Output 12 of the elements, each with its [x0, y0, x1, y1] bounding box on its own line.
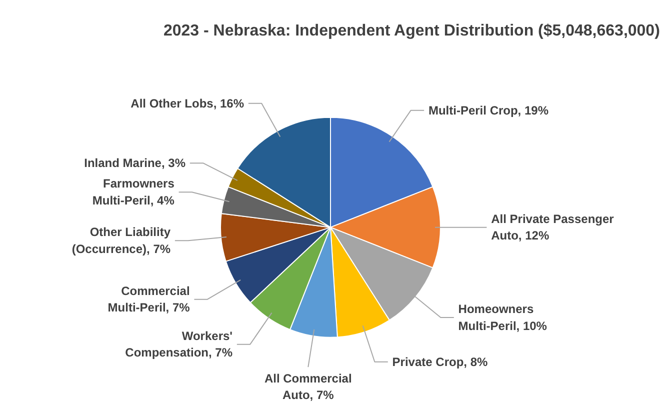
slice-label: Workers' Compensation, 7%: [125, 328, 233, 360]
slice-label: Inland Marine, 3%: [84, 156, 186, 170]
slice-label: Multi-Peril Crop, 19%: [428, 103, 549, 118]
slice-label: Other Liability (Occurrence), 7%: [72, 225, 171, 256]
chart-title: 2023 - Nebraska: Independent Agent Distribution ($5,048,663,000): [163, 22, 660, 40]
slice-label: All Other Lobs, 16%: [130, 96, 244, 110]
slice-label: Private Crop, 8%: [392, 354, 488, 369]
slice-label: All Commercial Auto, 7%: [264, 371, 352, 402]
slice-label: Farmowners Multi-Peril, 4%: [92, 176, 175, 208]
slice-label: All Private Passenger Auto, 12%: [491, 212, 614, 243]
slice-label: Homeowners Multi-Peril, 10%: [458, 302, 548, 333]
slice-label: Commercial Multi-Peril, 7%: [108, 284, 190, 315]
